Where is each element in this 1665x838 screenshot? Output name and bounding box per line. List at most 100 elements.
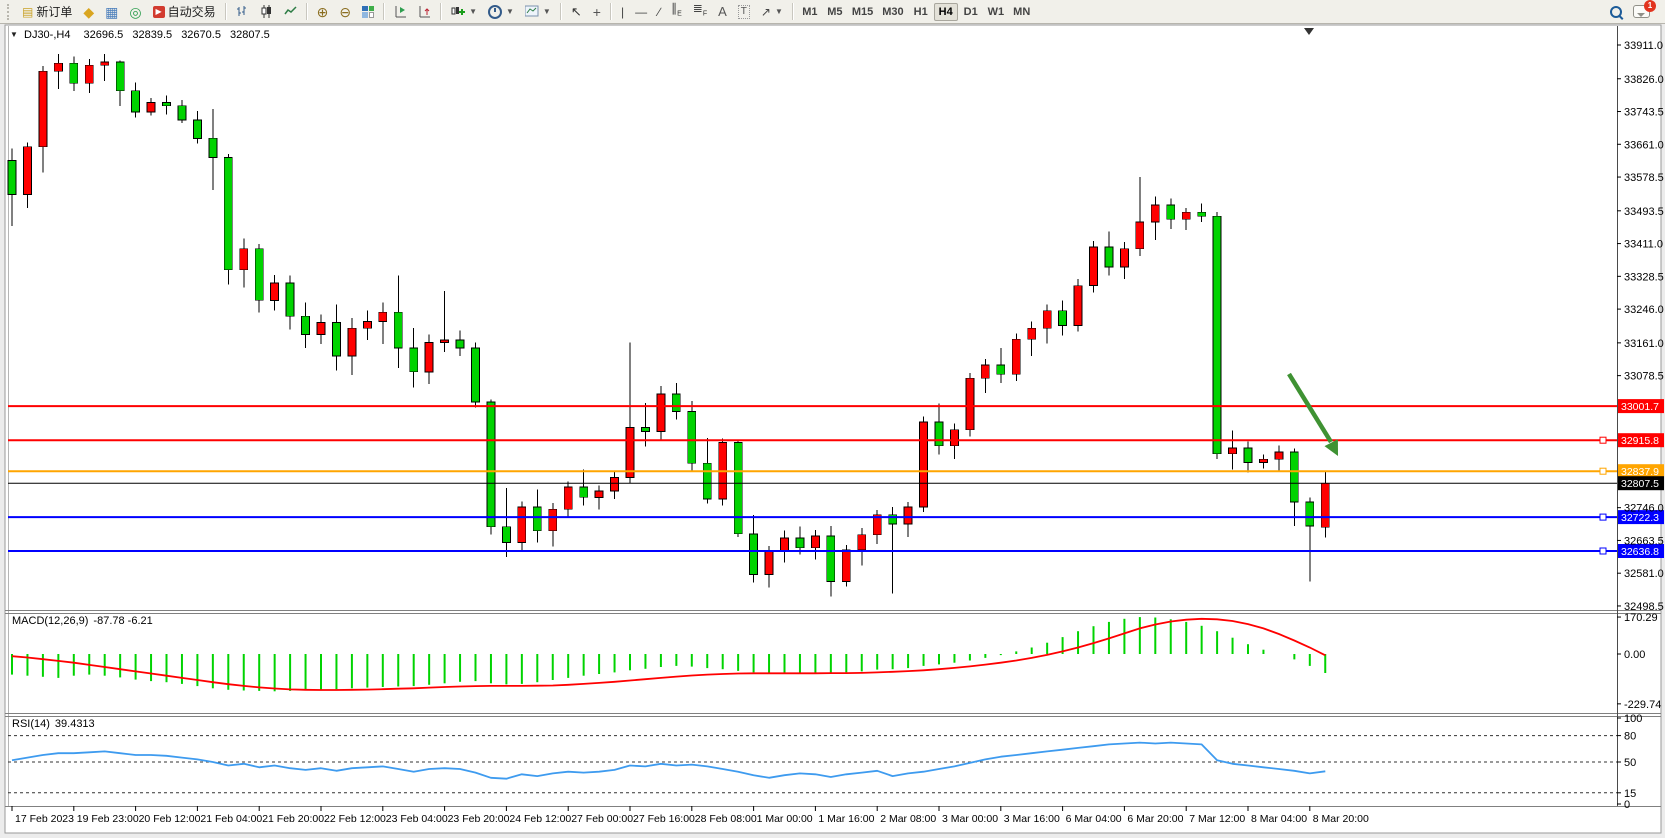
candle-body [424,342,434,373]
toolbar-separator [791,3,794,20]
time-axis-label: 23 Feb 04:00 [386,813,448,825]
cursor-tool-button[interactable]: ↖ [566,2,587,22]
template-dropdown[interactable]: ▼ [520,2,556,22]
channel-tool[interactable]: ∥E [666,2,687,22]
price-line-handle[interactable] [1599,436,1607,444]
signals-button[interactable]: ◎ [124,2,146,22]
navigator-icon [419,6,431,18]
time-axis-label: 8 Mar 20:00 [1313,813,1369,825]
trend-arrow-head[interactable] [1324,439,1339,456]
horizontal-line-tool[interactable]: — [630,2,652,22]
candle-body [1042,310,1052,329]
candle-body [1197,211,1207,217]
timeframe-h4[interactable]: H4 [933,2,958,21]
timeframe-m15[interactable]: M15 [848,3,877,21]
timeframe-h1[interactable]: H1 [909,3,933,21]
candle-body [409,347,419,373]
fibonacci-icon: ≣F [692,1,708,18]
zoom-in-button[interactable]: ⊕ [312,2,334,22]
time-axis-label: 1 Mar 00:00 [757,813,813,825]
candle-body [1320,482,1330,528]
arrows-tool-dropdown[interactable]: ↗ ▼ [756,2,788,22]
candle-body [270,282,280,301]
candle-body [1274,451,1284,460]
chart-shift-marker[interactable] [1304,28,1314,35]
chat-button[interactable]: 1 [1628,0,1656,22]
candle-body [594,490,604,498]
rsi-label: RSI(14) 39.4313 [12,718,95,730]
time-axis-label: 21 Feb 04:00 [200,813,262,825]
candle-body [1058,310,1067,326]
candle-body [486,401,496,528]
y-axis-label: 33328.5 [1624,271,1664,283]
time-axis-label: 17 Feb 2023 [15,813,74,825]
fibonacci-tool[interactable]: ≣F [688,2,712,22]
candle-body [702,462,712,500]
candle-body [934,421,944,447]
text-label-tool[interactable]: T [733,2,755,22]
timeframe-w1[interactable]: W1 [984,3,1009,21]
price-line-badge [1618,464,1664,479]
time-axis-label: 24 Feb 12:00 [509,813,571,825]
rsi-axis-label: 50 [1624,757,1636,769]
bar-chart-button[interactable] [231,2,254,22]
crosshair-tool-button[interactable]: + [588,2,606,22]
candle-body [393,311,403,349]
candle-body [440,339,450,343]
candle-body [950,429,959,447]
candle-body [501,526,511,544]
chevron-down-icon: ▼ [542,7,551,16]
tile-windows-button[interactable] [357,2,379,22]
symbol-dropdown-icon[interactable]: ▼ [10,30,18,39]
candle-body [115,61,125,92]
timeframe-d1[interactable]: D1 [959,3,983,21]
candle-body [1027,327,1037,340]
navigator-button[interactable] [413,2,436,22]
price-line-badge-label: 33001.7 [1621,401,1659,413]
price-line-handle[interactable] [1599,547,1607,555]
new-chart-dropdown[interactable]: ▼ [446,2,482,22]
price-line-handle[interactable] [1599,513,1607,521]
line-chart-button[interactable] [279,2,302,22]
gold-diamond-button[interactable]: ◆ [78,2,99,22]
candle-body [162,102,171,107]
toolbar-separator [383,3,386,20]
timeframe-m30[interactable]: M30 [878,3,907,21]
candle-body [888,514,898,525]
timeframe-mn[interactable]: MN [1009,3,1034,21]
candle-body [903,506,913,525]
toolbar-separator [440,3,443,20]
trend-arrow-shaft[interactable] [1287,372,1333,444]
timeframe-m1[interactable]: M1 [798,3,822,21]
autotrade-button[interactable]: ▶ 自动交易 [148,2,221,22]
candlestick-chart-button[interactable] [255,2,278,22]
candle-body [1289,451,1299,503]
trendline-tool[interactable]: ∕ [653,2,665,22]
text-icon: A [718,3,727,19]
new-order-button[interactable]: ▤ 新订单 [17,2,77,22]
candle-body [795,537,805,549]
time-axis-label: 1 Mar 16:00 [818,813,874,825]
period-dropdown[interactable]: ▼ [483,2,519,22]
timeframe-m5[interactable]: M5 [823,3,847,21]
zoom-out-button[interactable]: ⊖ [334,2,356,22]
candle-body [1212,215,1222,455]
candle-body [285,282,295,317]
cursor-icon: ↖ [570,3,582,19]
time-axis-label: 20 Feb 12:00 [139,813,201,825]
search-button[interactable] [1605,2,1627,22]
candle-body [455,339,465,349]
macd-axis-label: -229.74 [1624,699,1661,711]
candle-body [687,411,697,464]
data-window-button[interactable] [389,2,412,22]
vertical-line-tool[interactable]: | [616,2,629,22]
new-order-icon: ▤ [22,4,34,19]
charts-window-button[interactable]: ▦ [100,2,123,22]
candle-body [563,486,573,510]
time-axis-label: 21 Feb 20:00 [262,813,324,825]
price-line-handle[interactable] [1599,467,1607,475]
gold-diamond-icon: ◆ [83,3,95,20]
text-tool[interactable]: A [713,2,732,22]
candle-body [208,137,218,158]
candle-body [223,156,233,271]
